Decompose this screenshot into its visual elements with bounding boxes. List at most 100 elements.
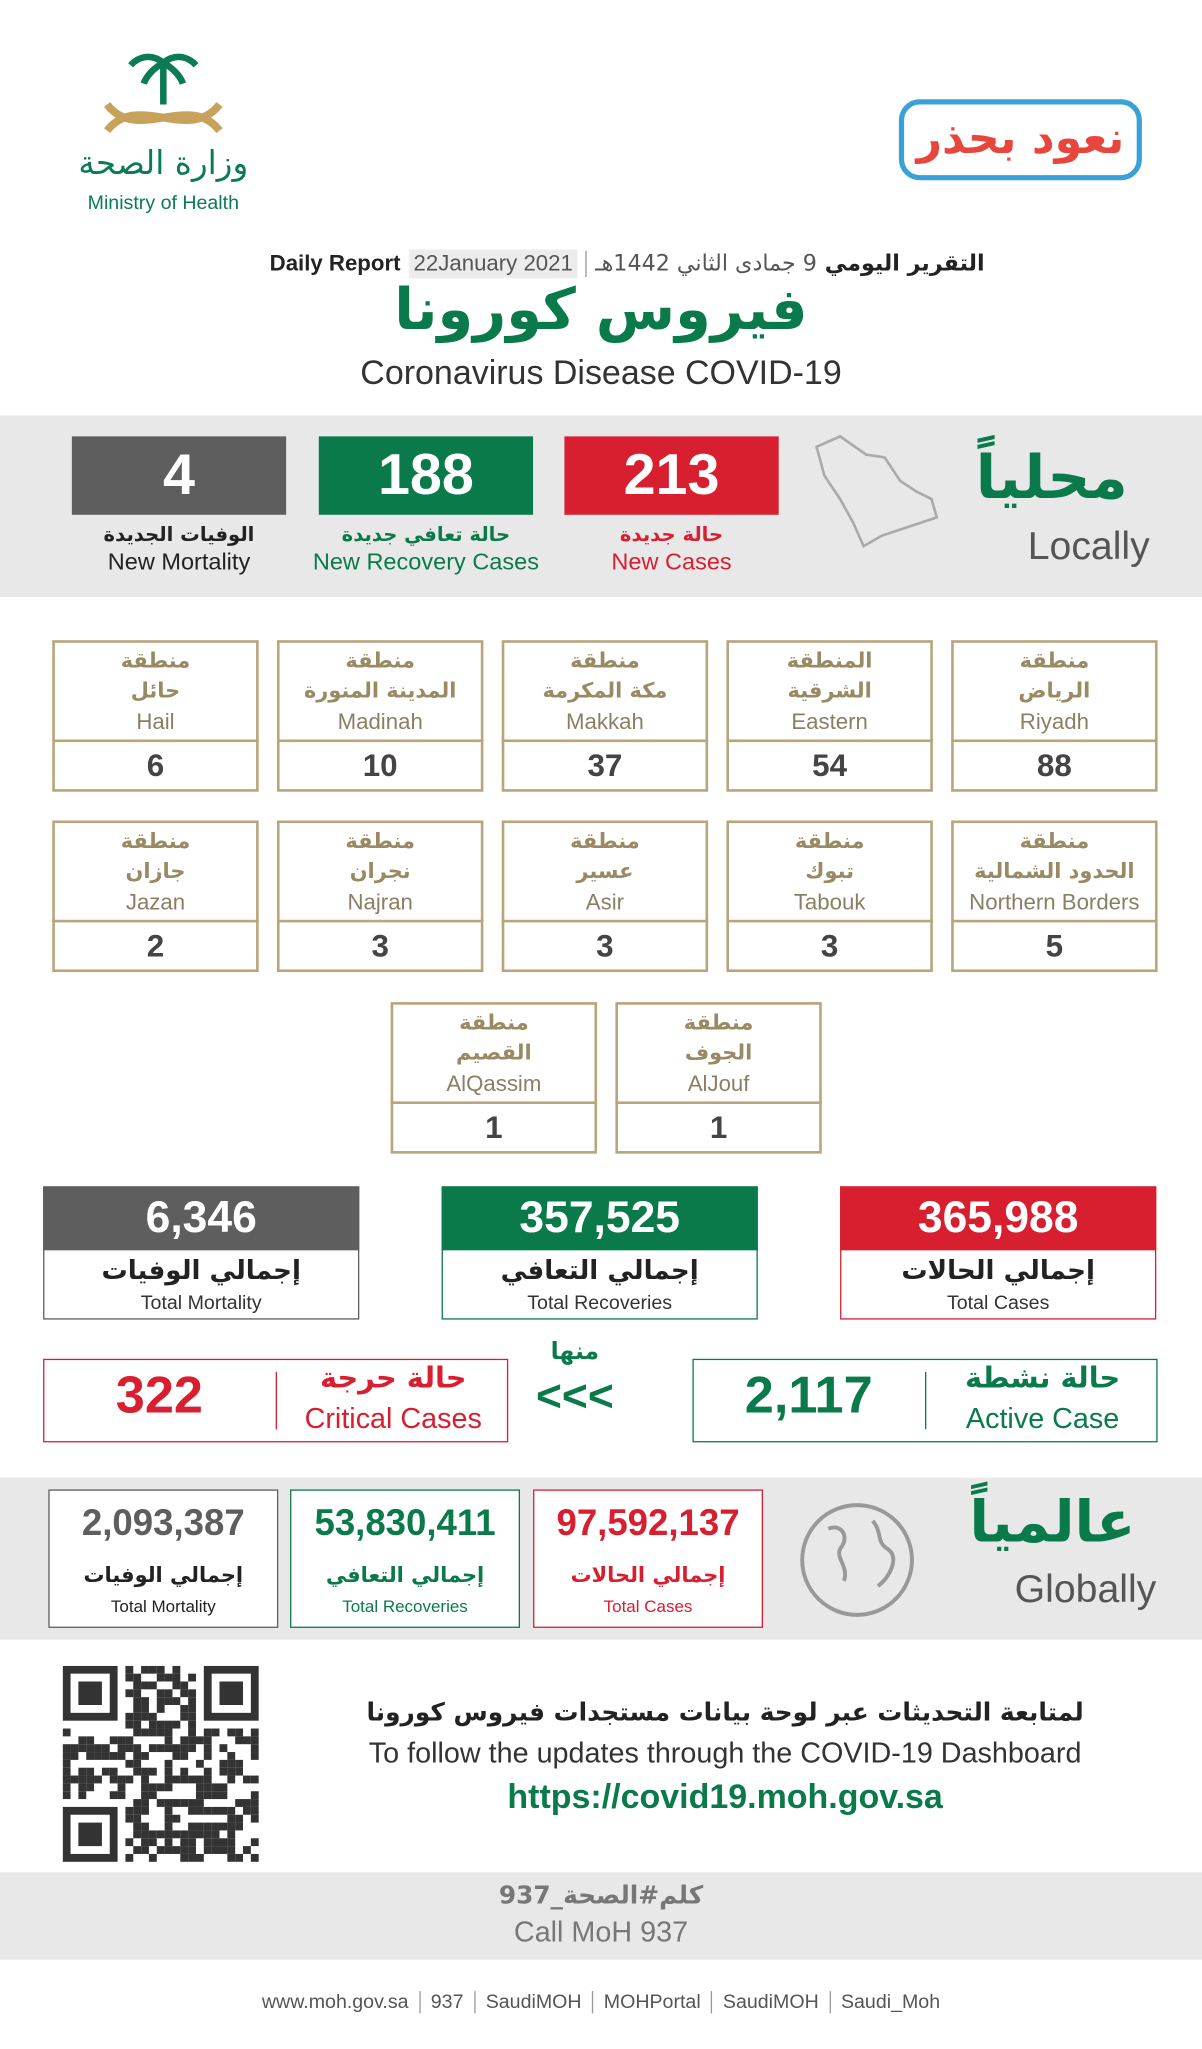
footer-item[interactable]: SaudiMOH bbox=[473, 1991, 592, 2014]
qr-module bbox=[156, 1697, 165, 1706]
qr-module bbox=[250, 1806, 259, 1815]
region-name-en: AlQassim bbox=[446, 1071, 542, 1097]
region-name-ar: حائل bbox=[130, 678, 181, 703]
qr-module bbox=[133, 1846, 142, 1854]
qr-module bbox=[125, 1853, 134, 1862]
qr-module bbox=[188, 1806, 196, 1815]
qr-module bbox=[172, 1665, 181, 1674]
qr-module bbox=[94, 1744, 102, 1753]
saudi-map bbox=[815, 434, 939, 548]
region-name-ar: تبوك bbox=[805, 858, 854, 884]
hijri-date: 9 جمادى الثاني 1442هـ bbox=[585, 250, 817, 277]
region-box bbox=[951, 820, 1158, 973]
qr-module bbox=[203, 1752, 212, 1760]
qr-module bbox=[203, 1838, 212, 1847]
qr-module bbox=[164, 1697, 173, 1706]
qr-module bbox=[180, 1767, 189, 1776]
region-divider bbox=[726, 919, 933, 923]
globe-icon bbox=[800, 1503, 914, 1617]
qr-module bbox=[78, 1822, 102, 1847]
qr-module bbox=[227, 1752, 236, 1760]
total-value: 6,346 bbox=[43, 1186, 360, 1251]
qr-module bbox=[180, 1830, 189, 1839]
qr-module bbox=[156, 1783, 165, 1792]
region-value: 3 bbox=[596, 928, 614, 965]
qr-module bbox=[156, 1830, 165, 1839]
total-value: 357,525 bbox=[441, 1186, 758, 1251]
qr-module bbox=[227, 1822, 236, 1831]
qr-module bbox=[133, 1728, 142, 1737]
region-box bbox=[390, 1002, 598, 1154]
qr-module bbox=[188, 1673, 196, 1682]
region-divider bbox=[726, 739, 933, 743]
qr-module bbox=[117, 1783, 126, 1792]
qr-module bbox=[172, 1744, 181, 1753]
qr-module bbox=[164, 1783, 173, 1792]
qr-module bbox=[141, 1705, 149, 1713]
qr-module bbox=[156, 1728, 165, 1737]
qr-module bbox=[141, 1806, 149, 1815]
qr-module bbox=[62, 1783, 71, 1792]
qr-module bbox=[70, 1752, 79, 1760]
region-name-ar: منطقة bbox=[120, 828, 191, 854]
qr-module bbox=[125, 1736, 134, 1745]
qr-module bbox=[133, 1767, 142, 1776]
qr-module bbox=[172, 1830, 181, 1839]
qr-module bbox=[188, 1838, 196, 1847]
local-stat-label-ar: حالة جديدة bbox=[619, 522, 724, 547]
region-divider bbox=[615, 1101, 822, 1105]
qr-module bbox=[86, 1775, 95, 1784]
qr-module bbox=[172, 1720, 181, 1729]
qr-module bbox=[148, 1783, 157, 1792]
qr-module bbox=[250, 1752, 259, 1760]
region-box bbox=[615, 1002, 822, 1154]
footer-item[interactable]: MOHPortal bbox=[591, 1991, 711, 2014]
qr-module bbox=[195, 1736, 204, 1745]
qr-module bbox=[133, 1799, 142, 1807]
global-box bbox=[533, 1489, 764, 1628]
region-box bbox=[726, 640, 933, 792]
qr-module bbox=[78, 1744, 87, 1753]
region-name-en: Madinah bbox=[337, 709, 423, 735]
qr-module bbox=[125, 1673, 134, 1682]
ministry-name-ar: وزارة الصحة bbox=[78, 143, 249, 182]
qr-module bbox=[188, 1846, 196, 1854]
critical-label-en: Critical Cases bbox=[304, 1401, 482, 1435]
report-en: Daily Report bbox=[269, 250, 401, 276]
qr-module bbox=[219, 1783, 228, 1792]
footer-item[interactable]: 937 bbox=[419, 1991, 474, 2014]
qr-module bbox=[133, 1689, 142, 1698]
qr-module bbox=[188, 1736, 196, 1745]
qr-module bbox=[133, 1822, 142, 1831]
qr-module bbox=[133, 1830, 142, 1839]
qr-module bbox=[125, 1806, 134, 1815]
qr-module bbox=[203, 1767, 212, 1776]
qr-module bbox=[180, 1846, 189, 1854]
qr-module bbox=[70, 1775, 79, 1784]
region-name-en: Makkah bbox=[566, 709, 644, 735]
footer-item[interactable]: Saudi_Moh bbox=[829, 1991, 950, 2014]
qr-module bbox=[195, 1759, 204, 1768]
active-divider bbox=[925, 1371, 927, 1430]
qr-module bbox=[164, 1806, 173, 1815]
footer-item[interactable]: www.moh.gov.sa bbox=[261, 1991, 409, 2014]
qr-code bbox=[62, 1665, 259, 1862]
qr-module bbox=[156, 1846, 165, 1854]
qr-module bbox=[156, 1720, 165, 1729]
region-box bbox=[501, 640, 709, 792]
region-name-en: Jazan bbox=[125, 889, 186, 915]
qr-module bbox=[180, 1853, 189, 1862]
qr-module bbox=[164, 1720, 173, 1729]
footer-item[interactable]: SaudiMOH bbox=[711, 1991, 829, 2014]
qr-module bbox=[141, 1783, 149, 1792]
qr-module bbox=[133, 1697, 142, 1706]
region-name-ar: منطقة bbox=[459, 1009, 529, 1035]
region-value: 3 bbox=[820, 928, 839, 965]
qr-module bbox=[172, 1697, 181, 1706]
qr-module bbox=[203, 1806, 212, 1815]
qr-module bbox=[235, 1799, 244, 1807]
region-name-ar: الشرقية bbox=[787, 678, 872, 703]
qr-module bbox=[133, 1673, 142, 1682]
region-value: 37 bbox=[587, 748, 623, 784]
qr-module bbox=[109, 1791, 118, 1800]
